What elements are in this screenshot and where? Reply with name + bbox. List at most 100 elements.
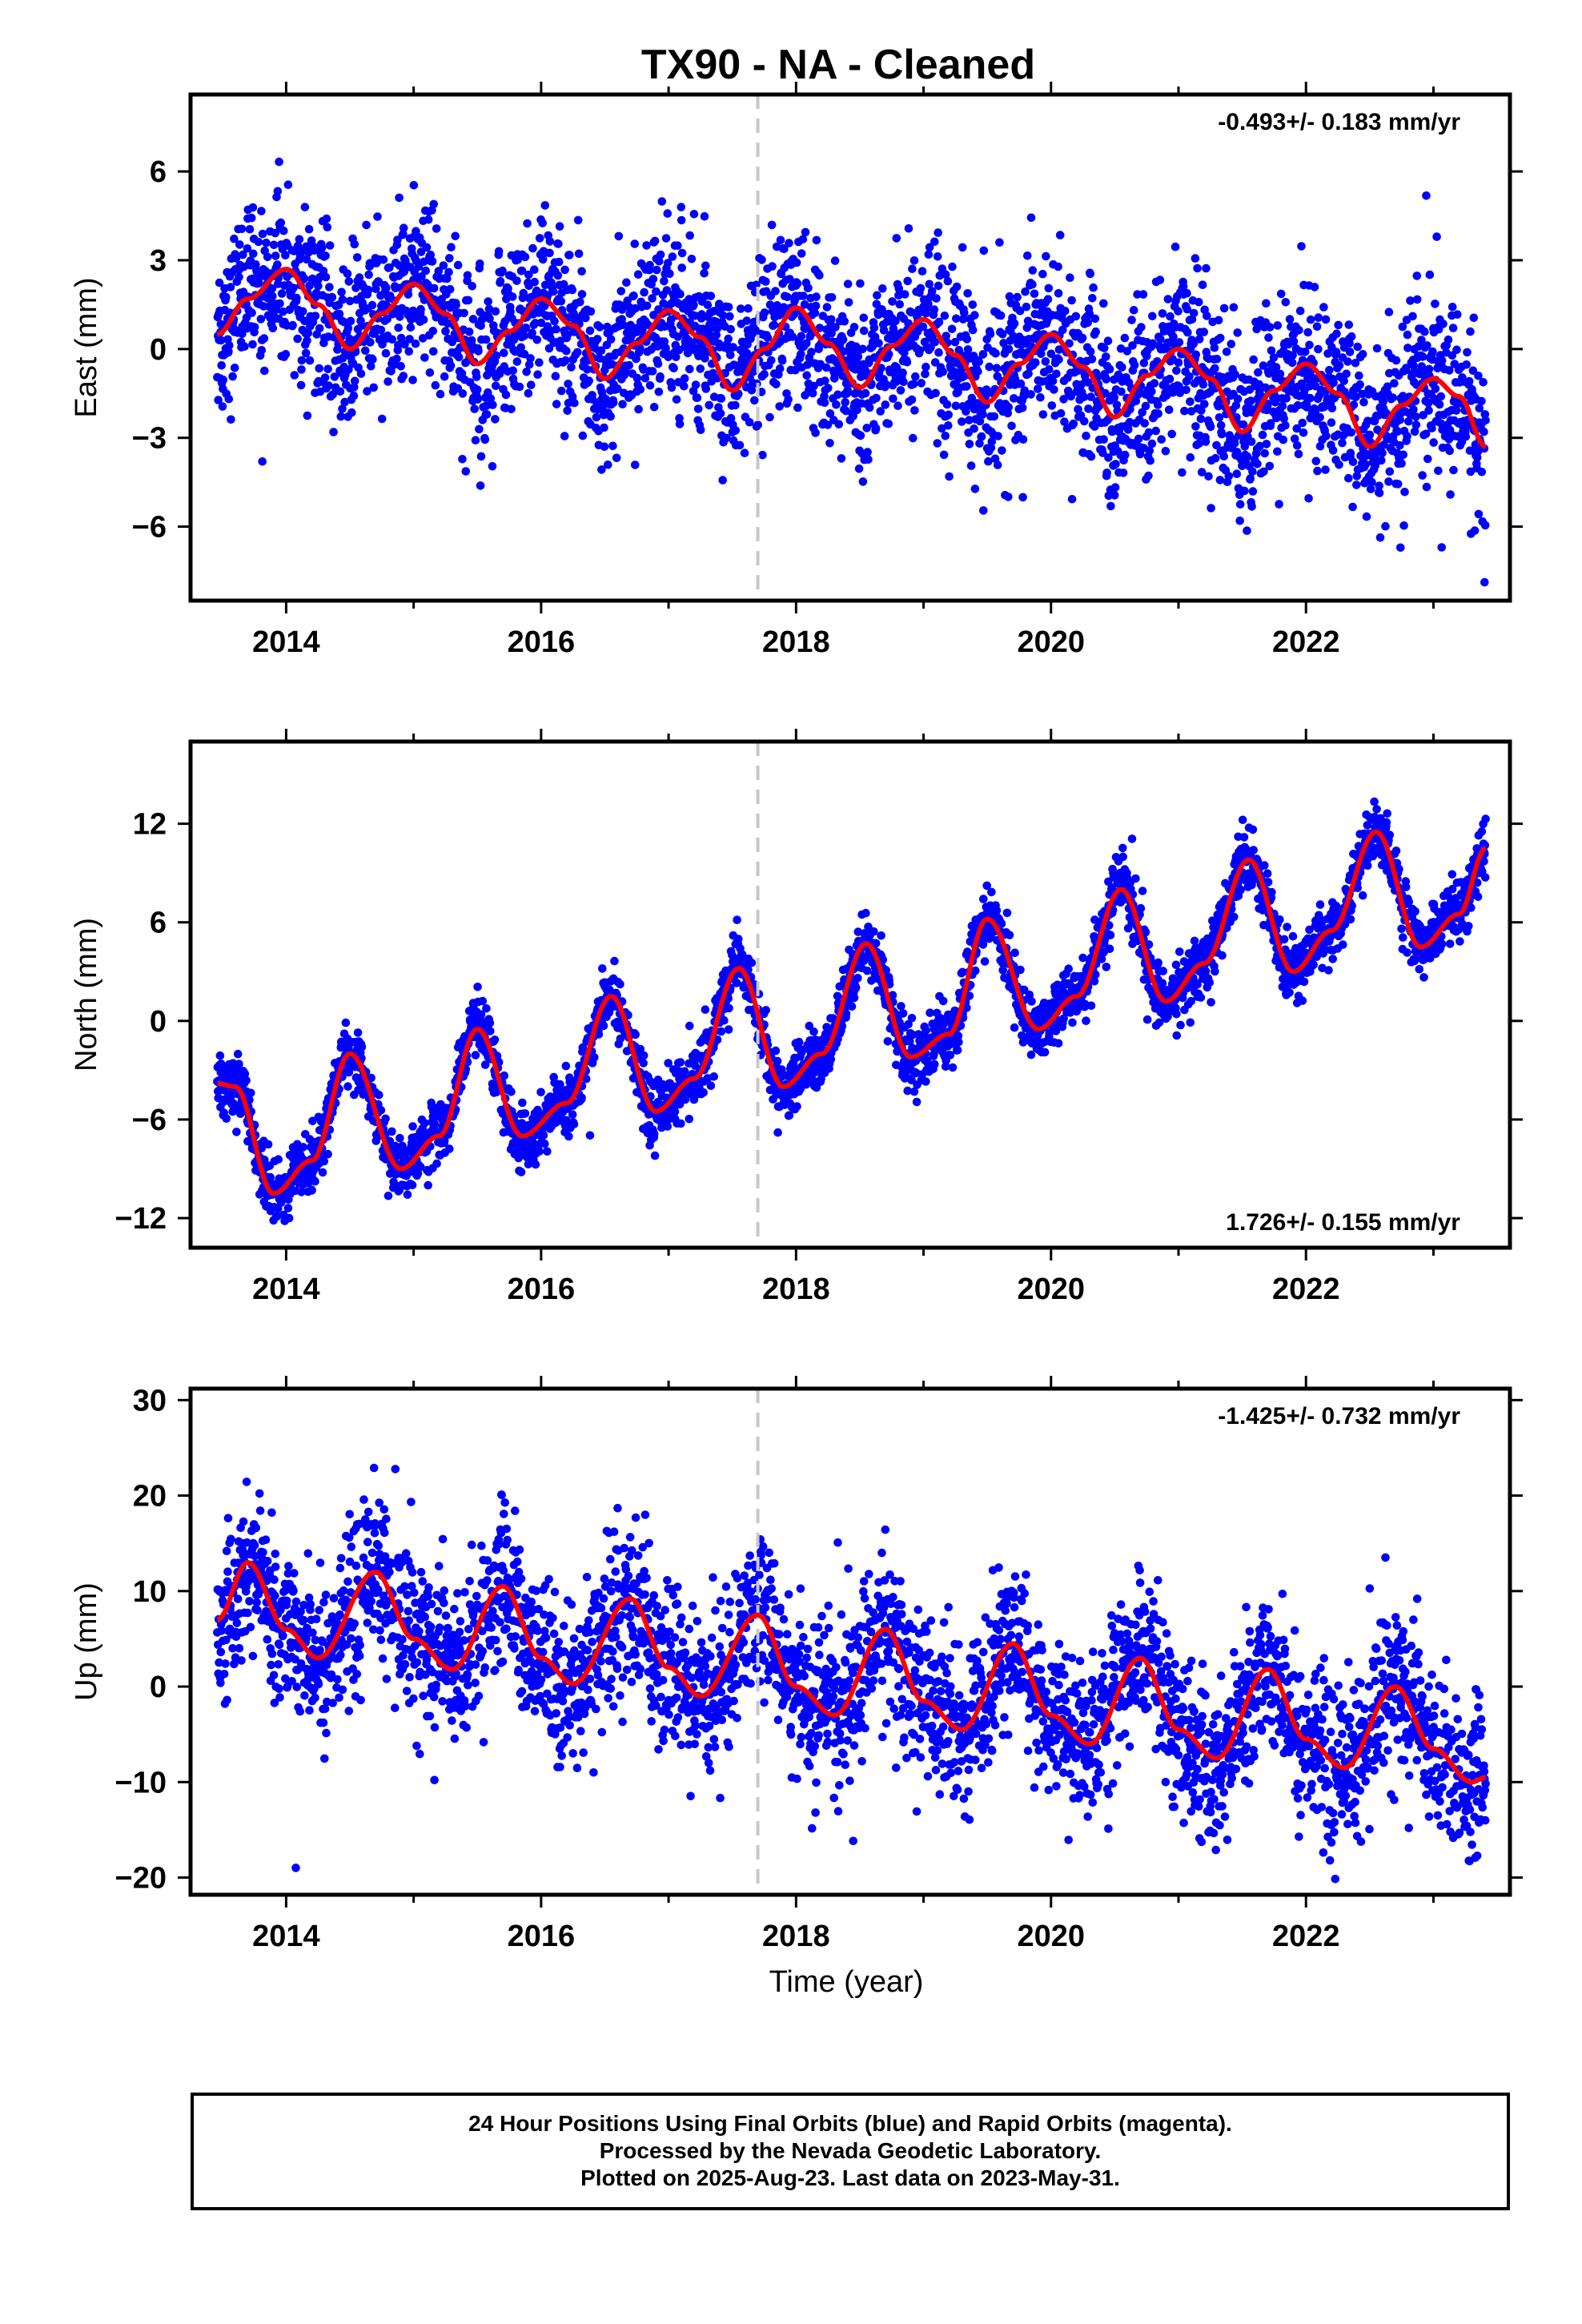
data-point	[680, 1067, 689, 1076]
data-point	[910, 406, 919, 415]
data-point	[538, 255, 548, 264]
data-point	[677, 263, 686, 272]
data-point	[1348, 457, 1358, 466]
data-point	[237, 224, 247, 234]
data-point	[445, 284, 455, 294]
data-point	[701, 261, 710, 271]
data-point	[1258, 430, 1267, 440]
data-point	[804, 283, 813, 292]
data-point	[535, 358, 544, 368]
chart-title: TX90 - NA - Cleaned	[641, 42, 1035, 88]
data-point	[898, 368, 907, 377]
data-point	[1397, 459, 1406, 468]
data-point	[963, 345, 973, 354]
data-point	[610, 956, 619, 966]
data-point	[387, 367, 396, 376]
data-point	[501, 390, 511, 400]
data-point	[1183, 328, 1192, 337]
data-point	[324, 381, 333, 390]
data-point	[290, 371, 299, 380]
data-point	[379, 255, 388, 264]
data-point	[475, 424, 484, 434]
data-point	[1150, 379, 1159, 388]
data-point	[634, 404, 643, 414]
data-point	[1418, 352, 1427, 361]
data-point	[896, 386, 905, 395]
data-point	[1182, 288, 1191, 298]
data-point	[1381, 521, 1390, 531]
data-point	[1211, 364, 1219, 373]
data-point	[303, 328, 313, 338]
data-point	[520, 349, 529, 359]
data-point	[1480, 427, 1488, 436]
data-point	[217, 361, 227, 370]
data-point	[1275, 500, 1283, 509]
data-point	[1248, 487, 1258, 496]
data-point	[612, 453, 621, 463]
data-point	[767, 220, 777, 230]
data-point	[262, 239, 271, 247]
data-point	[1022, 324, 1032, 332]
data-point	[720, 1015, 729, 1025]
data-point	[1422, 191, 1431, 200]
data-point	[809, 1027, 818, 1036]
data-point	[368, 355, 377, 364]
data-point	[737, 304, 745, 313]
data-point	[592, 412, 601, 422]
data-point	[1431, 300, 1439, 308]
data-point	[289, 283, 298, 292]
data-point	[888, 297, 897, 306]
data-point	[295, 235, 304, 244]
data-point	[677, 1119, 685, 1128]
data-point	[1217, 429, 1227, 439]
data-point	[648, 275, 658, 283]
data-point	[933, 439, 942, 448]
data-point	[1265, 461, 1275, 471]
data-point	[1178, 468, 1186, 477]
data-point	[307, 1186, 316, 1195]
data-point	[367, 300, 377, 310]
data-point	[753, 420, 762, 429]
y-tick-label: 3	[150, 244, 167, 278]
data-point	[492, 351, 501, 360]
data-point	[338, 295, 347, 304]
data-point	[854, 464, 864, 473]
data-point	[990, 412, 999, 421]
data-point	[1082, 432, 1090, 440]
data-point	[420, 1119, 429, 1128]
data-point	[1403, 432, 1411, 440]
data-point	[578, 431, 588, 440]
data-point	[1399, 521, 1408, 530]
data-point	[669, 364, 678, 373]
data-point	[1086, 452, 1096, 461]
data-point	[802, 371, 811, 380]
data-point	[834, 420, 844, 429]
data-point	[1157, 435, 1166, 444]
data-point	[750, 396, 759, 405]
data-point	[1344, 320, 1354, 329]
data-point	[950, 368, 959, 376]
data-point	[958, 315, 968, 324]
data-point	[1103, 336, 1113, 346]
data-point	[1018, 404, 1027, 412]
data-point	[1262, 299, 1271, 308]
data-point	[1195, 297, 1203, 307]
data-point	[718, 311, 728, 320]
data-point	[339, 353, 347, 363]
data-point	[522, 368, 531, 376]
data-point	[825, 409, 835, 418]
data-point	[1439, 320, 1447, 328]
data-point	[473, 395, 482, 404]
data-point	[932, 294, 941, 303]
data-point	[667, 383, 677, 392]
data-point	[485, 1019, 495, 1027]
data-point	[281, 350, 291, 359]
data-point	[1155, 275, 1165, 284]
data-point	[921, 362, 930, 372]
data-point	[771, 1046, 781, 1055]
data-point	[1089, 283, 1098, 292]
data-point	[958, 243, 967, 252]
data-point	[1253, 460, 1262, 468]
data-point	[1038, 410, 1048, 419]
data-point	[1227, 340, 1236, 348]
